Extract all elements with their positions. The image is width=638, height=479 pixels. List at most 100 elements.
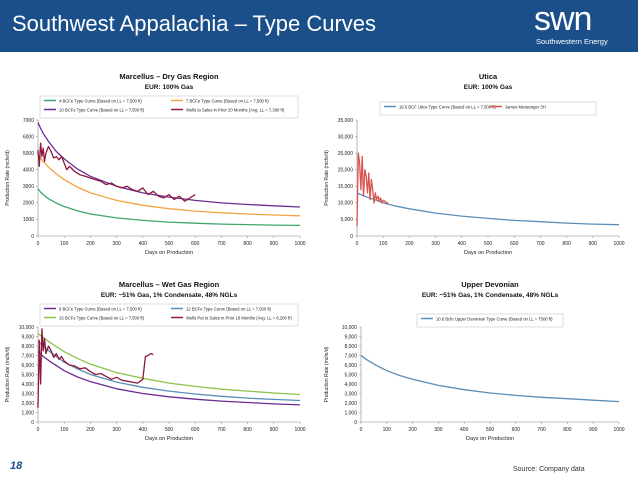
x-tick-label: 400	[139, 241, 148, 247]
legend-label: 7 BCFe Type Curve (Based on LL = 7,500 f…	[186, 99, 269, 104]
y-tick-label: 1000	[23, 217, 34, 223]
chart-utica: Utica EUR: 100% Gas 16.5 BCF Utica Type Cu…	[324, 72, 625, 256]
y-tick-label: 2,000	[344, 401, 357, 407]
chart-title: Utica	[479, 72, 498, 81]
x-axis-label: Days on Production	[464, 250, 512, 256]
chart-title: Marcellus – Dry Gas Region	[119, 72, 219, 81]
chart-subtitle: EUR: ~51% Gas, 1% Condensate, 48% NGLs	[101, 292, 238, 299]
chart-legend: 9 BCFe Type Curve (Based on LL = 7,500 f…	[39, 303, 299, 327]
y-axis-label: Production Rate (mcfe/d)	[5, 150, 11, 206]
x-tick-label: 400	[458, 241, 467, 247]
logo-wordmark: swn	[534, 0, 592, 38]
x-tick-label: 500	[486, 427, 495, 433]
x-tick-label: 600	[512, 427, 521, 433]
x-tick-label: 200	[86, 427, 95, 433]
legend-label: 4 BCFe Type Curve (Based on LL = 7,500 f…	[59, 99, 142, 104]
x-axis-label: Days on Production	[145, 436, 193, 442]
series-line	[37, 154, 301, 217]
y-tick-label: 9,000	[21, 334, 34, 340]
y-tick-label: 7000	[23, 118, 34, 124]
series-line	[37, 188, 301, 227]
y-tick-label: 30,000	[338, 134, 354, 140]
header-bar: Southwest Appalachia – Type Curves swn S…	[0, 0, 638, 52]
x-tick-label: 1000	[613, 427, 624, 433]
x-tick-label: 400	[460, 427, 469, 433]
x-tick-label: 700	[217, 427, 226, 433]
legend-label: 12 BCFe Type Curve (Based on LL = 7,500 …	[186, 307, 272, 312]
y-tick-label: 8,000	[21, 344, 34, 350]
x-tick-label: 200	[408, 427, 417, 433]
legend-label: 10.6 Bcfe Upper Devonian Type Curve (Bas…	[436, 317, 553, 322]
x-tick-label: 600	[191, 427, 200, 433]
y-tick-label: 6,000	[344, 363, 357, 369]
chart-legend: 4 BCFe Type Curve (Based on LL = 7,500 f…	[39, 95, 299, 119]
x-tick-label: 700	[536, 241, 545, 247]
x-tick-label: 300	[431, 241, 440, 247]
chart-subtitle: EUR: 100% Gas	[145, 84, 194, 91]
y-tick-label: 5,000	[21, 372, 34, 378]
chart-legend: 16.5 BCF Utica Type Curve (Based on LL =…	[379, 101, 597, 116]
x-tick-label: 800	[243, 241, 252, 247]
company-logo: swn Southwestern Energy	[534, 0, 624, 48]
chart-legend: 10.6 Bcfe Upper Devonian Type Curve (Bas…	[416, 313, 564, 328]
legend-label: Wells Put to Sales in Prior 18 Months (A…	[186, 316, 292, 321]
x-tick-label: 0	[37, 241, 40, 247]
x-tick-label: 900	[589, 427, 598, 433]
y-axis-label: Production Rate (mcfe/d)	[5, 346, 11, 402]
x-tick-label: 700	[217, 241, 226, 247]
chart-title: Upper Devonian	[461, 280, 519, 289]
y-tick-label: 6,000	[21, 363, 34, 369]
logo-subtitle: Southwestern Energy	[536, 37, 608, 46]
y-tick-label: 1,000	[344, 410, 357, 416]
x-tick-label: 300	[112, 427, 121, 433]
y-tick-label: 0	[31, 420, 34, 426]
series-line	[360, 354, 620, 403]
x-tick-label: 600	[510, 241, 519, 247]
page-title: Southwest Appalachia – Type Curves	[12, 11, 377, 36]
series-line	[37, 142, 196, 202]
chart-subtitle: EUR: 100% Gas	[464, 84, 513, 91]
slide-number: 18	[10, 460, 23, 472]
legend-label: 16.5 BCF Utica Type Curve (Based on LL =…	[399, 105, 497, 110]
y-tick-label: 2000	[23, 201, 34, 207]
legend-label: James Messenger 3H	[505, 105, 546, 110]
x-tick-label: 100	[383, 427, 392, 433]
y-tick-label: 0	[31, 234, 34, 240]
x-tick-label: 0	[37, 427, 40, 433]
series-line	[37, 340, 301, 402]
x-tick-label: 1000	[294, 427, 305, 433]
y-axis-label: Production Rate (mcfe/d)	[324, 346, 330, 402]
chart-subtitle: EUR: ~51% Gas, 1% Condensate, 48% NGLs	[422, 292, 559, 299]
y-axis-label: Production Rate (mcfe/d)	[324, 150, 330, 206]
y-tick-label: 10,000	[19, 325, 35, 331]
y-tick-label: 9,000	[344, 334, 357, 340]
series-line	[356, 192, 620, 226]
y-tick-label: 0	[354, 420, 357, 426]
x-tick-label: 900	[589, 241, 598, 247]
y-tick-label: 2,000	[21, 401, 34, 407]
y-tick-label: 15,000	[338, 184, 354, 190]
legend-label: Wells to Sales in Prior 20 Months (Avg. …	[186, 108, 285, 113]
y-tick-label: 7,000	[344, 353, 357, 359]
y-tick-label: 4,000	[344, 382, 357, 388]
x-tick-label: 400	[139, 427, 148, 433]
chart-marcellus-wet: Marcellus – Wet Gas Region EUR: ~51% Gas,…	[5, 280, 306, 442]
series-line	[37, 351, 301, 406]
x-tick-label: 800	[562, 241, 571, 247]
series-line	[37, 328, 154, 408]
y-tick-label: 10,000	[342, 325, 358, 331]
y-tick-label: 20,000	[338, 168, 354, 174]
x-tick-label: 1000	[613, 241, 624, 247]
legend-label: 15 BCFe Type Curve (Based on LL = 7,500 …	[59, 316, 145, 321]
x-tick-label: 300	[112, 241, 121, 247]
y-tick-label: 4000	[23, 168, 34, 174]
x-tick-label: 600	[191, 241, 200, 247]
x-tick-label: 0	[360, 427, 363, 433]
x-axis-label: Days on Production	[466, 436, 514, 442]
chart-upper-devonian: Upper Devonian EUR: ~51% Gas, 1% Condensa…	[324, 280, 625, 442]
y-tick-label: 5000	[23, 151, 34, 157]
source-note: Source: Company data	[513, 466, 585, 473]
x-tick-label: 200	[405, 241, 414, 247]
y-tick-label: 5,000	[344, 372, 357, 378]
x-axis-label: Days on Production	[145, 250, 193, 256]
